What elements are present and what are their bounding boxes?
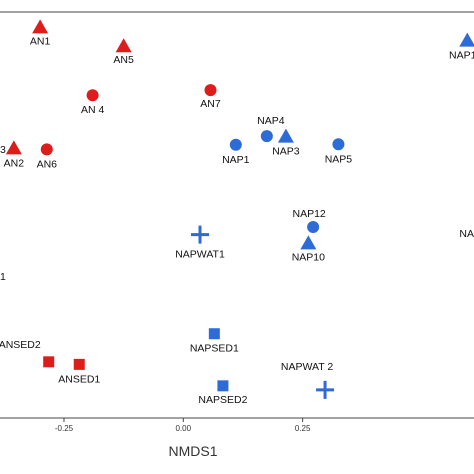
point-an-4-circle-marker — [86, 89, 99, 102]
point-an5-label: AN5 — [113, 54, 134, 66]
point-an5-triangle-marker — [115, 38, 132, 53]
point-nap3-triangle-marker — [277, 128, 294, 143]
point-an1-triangle-marker — [32, 19, 49, 34]
point-napsed2-label: NAPSED2 — [198, 394, 247, 406]
point-napwat-2-plus-marker — [316, 380, 335, 399]
point-nap10-triangle-marker — [300, 235, 317, 250]
point-nap11-label: NAP11 — [449, 50, 474, 62]
point-napwat-2-label: NAPWAT 2 — [281, 361, 333, 373]
clipped-edge-labels: 3 1 NA — [0, 144, 474, 283]
point-napsed1-label: NAPSED1 — [190, 343, 239, 355]
point-an6-label: AN6 — [37, 158, 58, 170]
point-napsed1-square-marker — [208, 328, 220, 340]
point-napwat1-plus-marker — [191, 225, 210, 244]
point-an-4-label: AN 4 — [81, 104, 105, 116]
point-an6-circle-marker — [40, 143, 53, 156]
clipped-edge-label: 1 — [0, 271, 6, 283]
point-nap5-circle-marker — [332, 138, 345, 151]
clipped-edge-label: NA — [459, 228, 474, 240]
point-ansed1-label: ANSED1 — [58, 373, 100, 385]
point-an1-label: AN1 — [30, 35, 51, 47]
x-axis-title: NMDS1 — [168, 443, 217, 459]
point-an7-label: AN7 — [200, 98, 221, 110]
point-napsed2-square-marker — [217, 380, 229, 392]
point-nap5-label: NAP5 — [325, 153, 353, 165]
point-ansed2-label: ANSED2 — [0, 339, 41, 351]
point-nap4-circle-marker — [260, 130, 273, 143]
point-an2-label: AN2 — [4, 157, 25, 169]
point-an2-triangle-marker — [5, 140, 22, 155]
point-nap10-label: NAP10 — [292, 251, 325, 263]
point-ansed2-square-marker — [43, 356, 55, 368]
clipped-edge-label: 3 — [0, 144, 6, 156]
point-an7-circle-marker — [204, 84, 217, 97]
point-nap4-label: NAP4 — [257, 115, 285, 127]
point-nap11-triangle-marker — [459, 32, 474, 47]
data-points — [5, 19, 474, 399]
x-tick-label: -0.25 — [55, 424, 74, 433]
point-napwat1-label: NAPWAT1 — [175, 249, 225, 261]
point-ansed1-square-marker — [73, 358, 85, 370]
point-nap12-circle-marker — [307, 221, 320, 234]
plot-frame — [0, 11, 474, 419]
point-nap1-circle-marker — [229, 138, 242, 151]
point-nap1-label: NAP1 — [222, 154, 250, 166]
x-tick-label: 0.00 — [176, 424, 192, 433]
x-tick-label: 0.25 — [295, 424, 311, 433]
point-nap12-label: NAP12 — [292, 208, 325, 220]
x-axis-ticks: -0.25 0.00 0.25 — [55, 418, 311, 433]
point-nap3-label: NAP3 — [272, 146, 300, 158]
